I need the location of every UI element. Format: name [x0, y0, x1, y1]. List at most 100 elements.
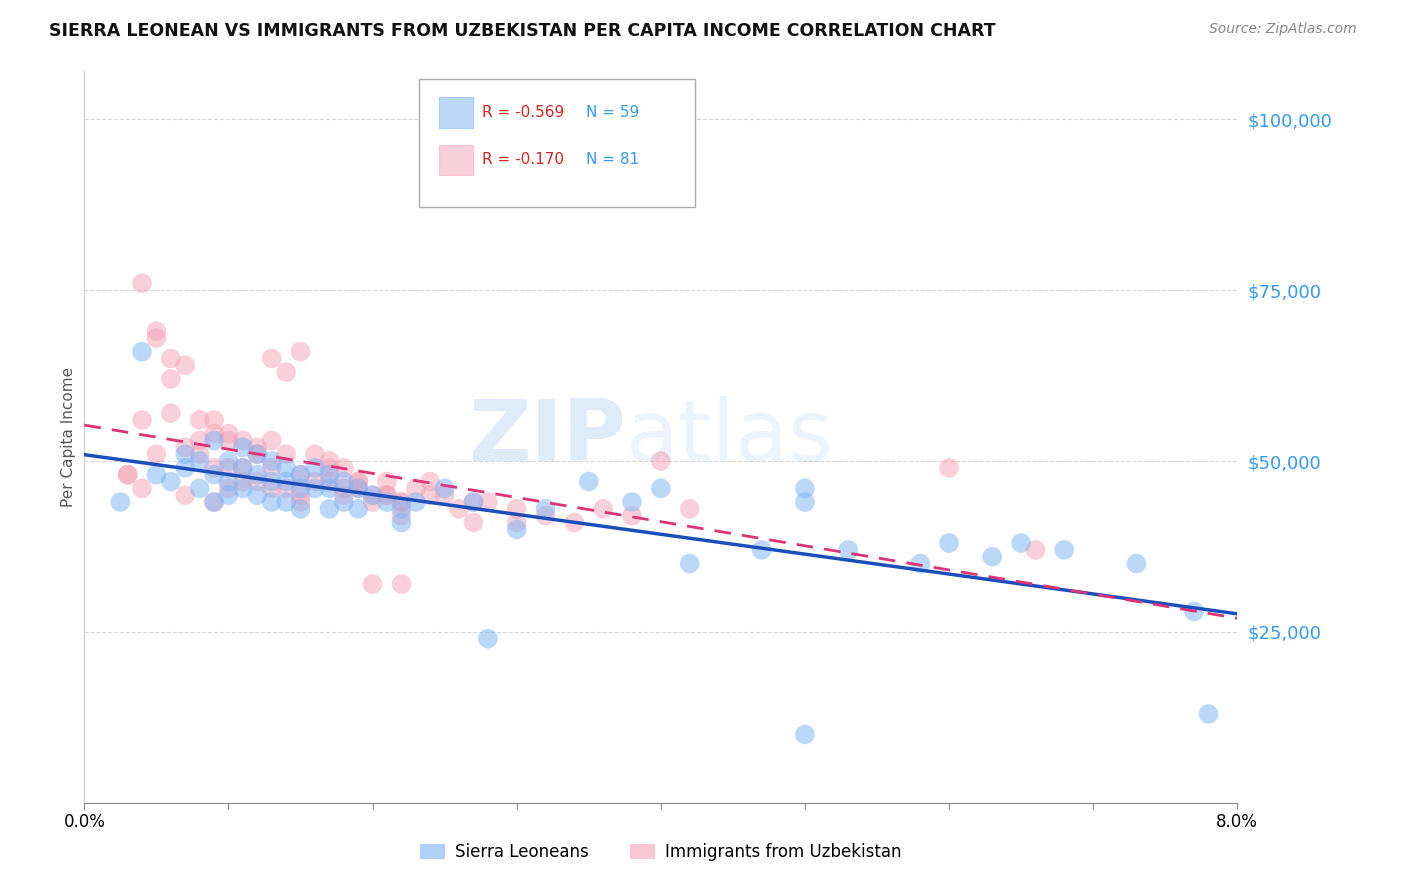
Point — [232, 481, 254, 495]
Point — [679, 501, 702, 516]
Point — [160, 351, 183, 366]
Point — [391, 508, 413, 523]
Point — [592, 501, 614, 516]
Point — [318, 475, 340, 489]
Point — [405, 495, 427, 509]
Point — [246, 447, 269, 461]
Point — [391, 495, 413, 509]
Point — [232, 475, 254, 489]
Point — [375, 475, 398, 489]
Point — [361, 495, 384, 509]
Point — [202, 495, 225, 509]
Point — [1053, 542, 1076, 557]
Point — [347, 475, 370, 489]
Text: SIERRA LEONEAN VS IMMIGRANTS FROM UZBEKISTAN PER CAPITA INCOME CORRELATION CHART: SIERRA LEONEAN VS IMMIGRANTS FROM UZBEKI… — [49, 22, 995, 40]
Point — [304, 460, 326, 475]
Point — [218, 475, 240, 489]
Point — [246, 440, 269, 454]
Point — [1010, 536, 1032, 550]
Point — [333, 460, 356, 475]
Point — [751, 542, 773, 557]
Point — [938, 460, 960, 475]
Point — [347, 481, 370, 495]
Text: R = -0.569: R = -0.569 — [482, 105, 564, 120]
Point — [679, 557, 702, 571]
Point — [304, 481, 326, 495]
Point — [361, 488, 384, 502]
FancyBboxPatch shape — [440, 97, 472, 128]
Point — [981, 549, 1004, 564]
Point — [391, 501, 413, 516]
Text: N = 81: N = 81 — [586, 153, 638, 168]
Point — [276, 460, 298, 475]
Text: N = 59: N = 59 — [586, 105, 640, 120]
FancyBboxPatch shape — [419, 78, 696, 207]
Point — [333, 481, 356, 495]
Point — [160, 372, 183, 386]
Point — [260, 460, 283, 475]
Point — [621, 508, 644, 523]
Point — [202, 495, 225, 509]
Point — [131, 344, 153, 359]
Point — [232, 434, 254, 448]
Point — [375, 495, 398, 509]
Point — [131, 277, 153, 291]
Point — [463, 495, 485, 509]
Point — [333, 495, 356, 509]
Point — [174, 440, 197, 454]
Point — [174, 460, 197, 475]
Point — [463, 495, 485, 509]
Point — [794, 727, 817, 741]
Point — [290, 344, 312, 359]
Point — [391, 577, 413, 591]
Point — [188, 481, 211, 495]
Point — [276, 495, 298, 509]
Point — [276, 475, 298, 489]
Point — [218, 481, 240, 495]
Point — [938, 536, 960, 550]
Point — [477, 632, 499, 646]
Point — [304, 475, 326, 489]
Text: R = -0.170: R = -0.170 — [482, 153, 564, 168]
Point — [391, 495, 413, 509]
Point — [246, 488, 269, 502]
Point — [110, 495, 132, 509]
Point — [419, 488, 441, 502]
Point — [477, 495, 499, 509]
Y-axis label: Per Capita Income: Per Capita Income — [60, 367, 76, 508]
Point — [463, 516, 485, 530]
Point — [276, 365, 298, 379]
Point — [232, 460, 254, 475]
Point — [375, 488, 398, 502]
Point — [318, 460, 340, 475]
Point — [506, 522, 529, 536]
Point — [1125, 557, 1147, 571]
Point — [1182, 604, 1205, 618]
Point — [174, 447, 197, 461]
Point — [318, 467, 340, 482]
Point — [188, 447, 211, 461]
Point — [433, 488, 456, 502]
Point — [218, 454, 240, 468]
Point — [1198, 706, 1220, 721]
Point — [117, 467, 139, 482]
Point — [260, 495, 283, 509]
Point — [188, 434, 211, 448]
Point — [578, 475, 600, 489]
Point — [534, 508, 557, 523]
Point — [361, 488, 384, 502]
Point — [405, 481, 427, 495]
Text: ZIP: ZIP — [468, 395, 626, 479]
Point — [218, 460, 240, 475]
Point — [202, 434, 225, 448]
Point — [318, 481, 340, 495]
Point — [260, 351, 283, 366]
Point — [333, 488, 356, 502]
Point — [202, 413, 225, 427]
Point — [131, 481, 153, 495]
Point — [160, 406, 183, 420]
Point — [318, 454, 340, 468]
Point — [232, 440, 254, 454]
Point — [419, 475, 441, 489]
Point — [290, 495, 312, 509]
